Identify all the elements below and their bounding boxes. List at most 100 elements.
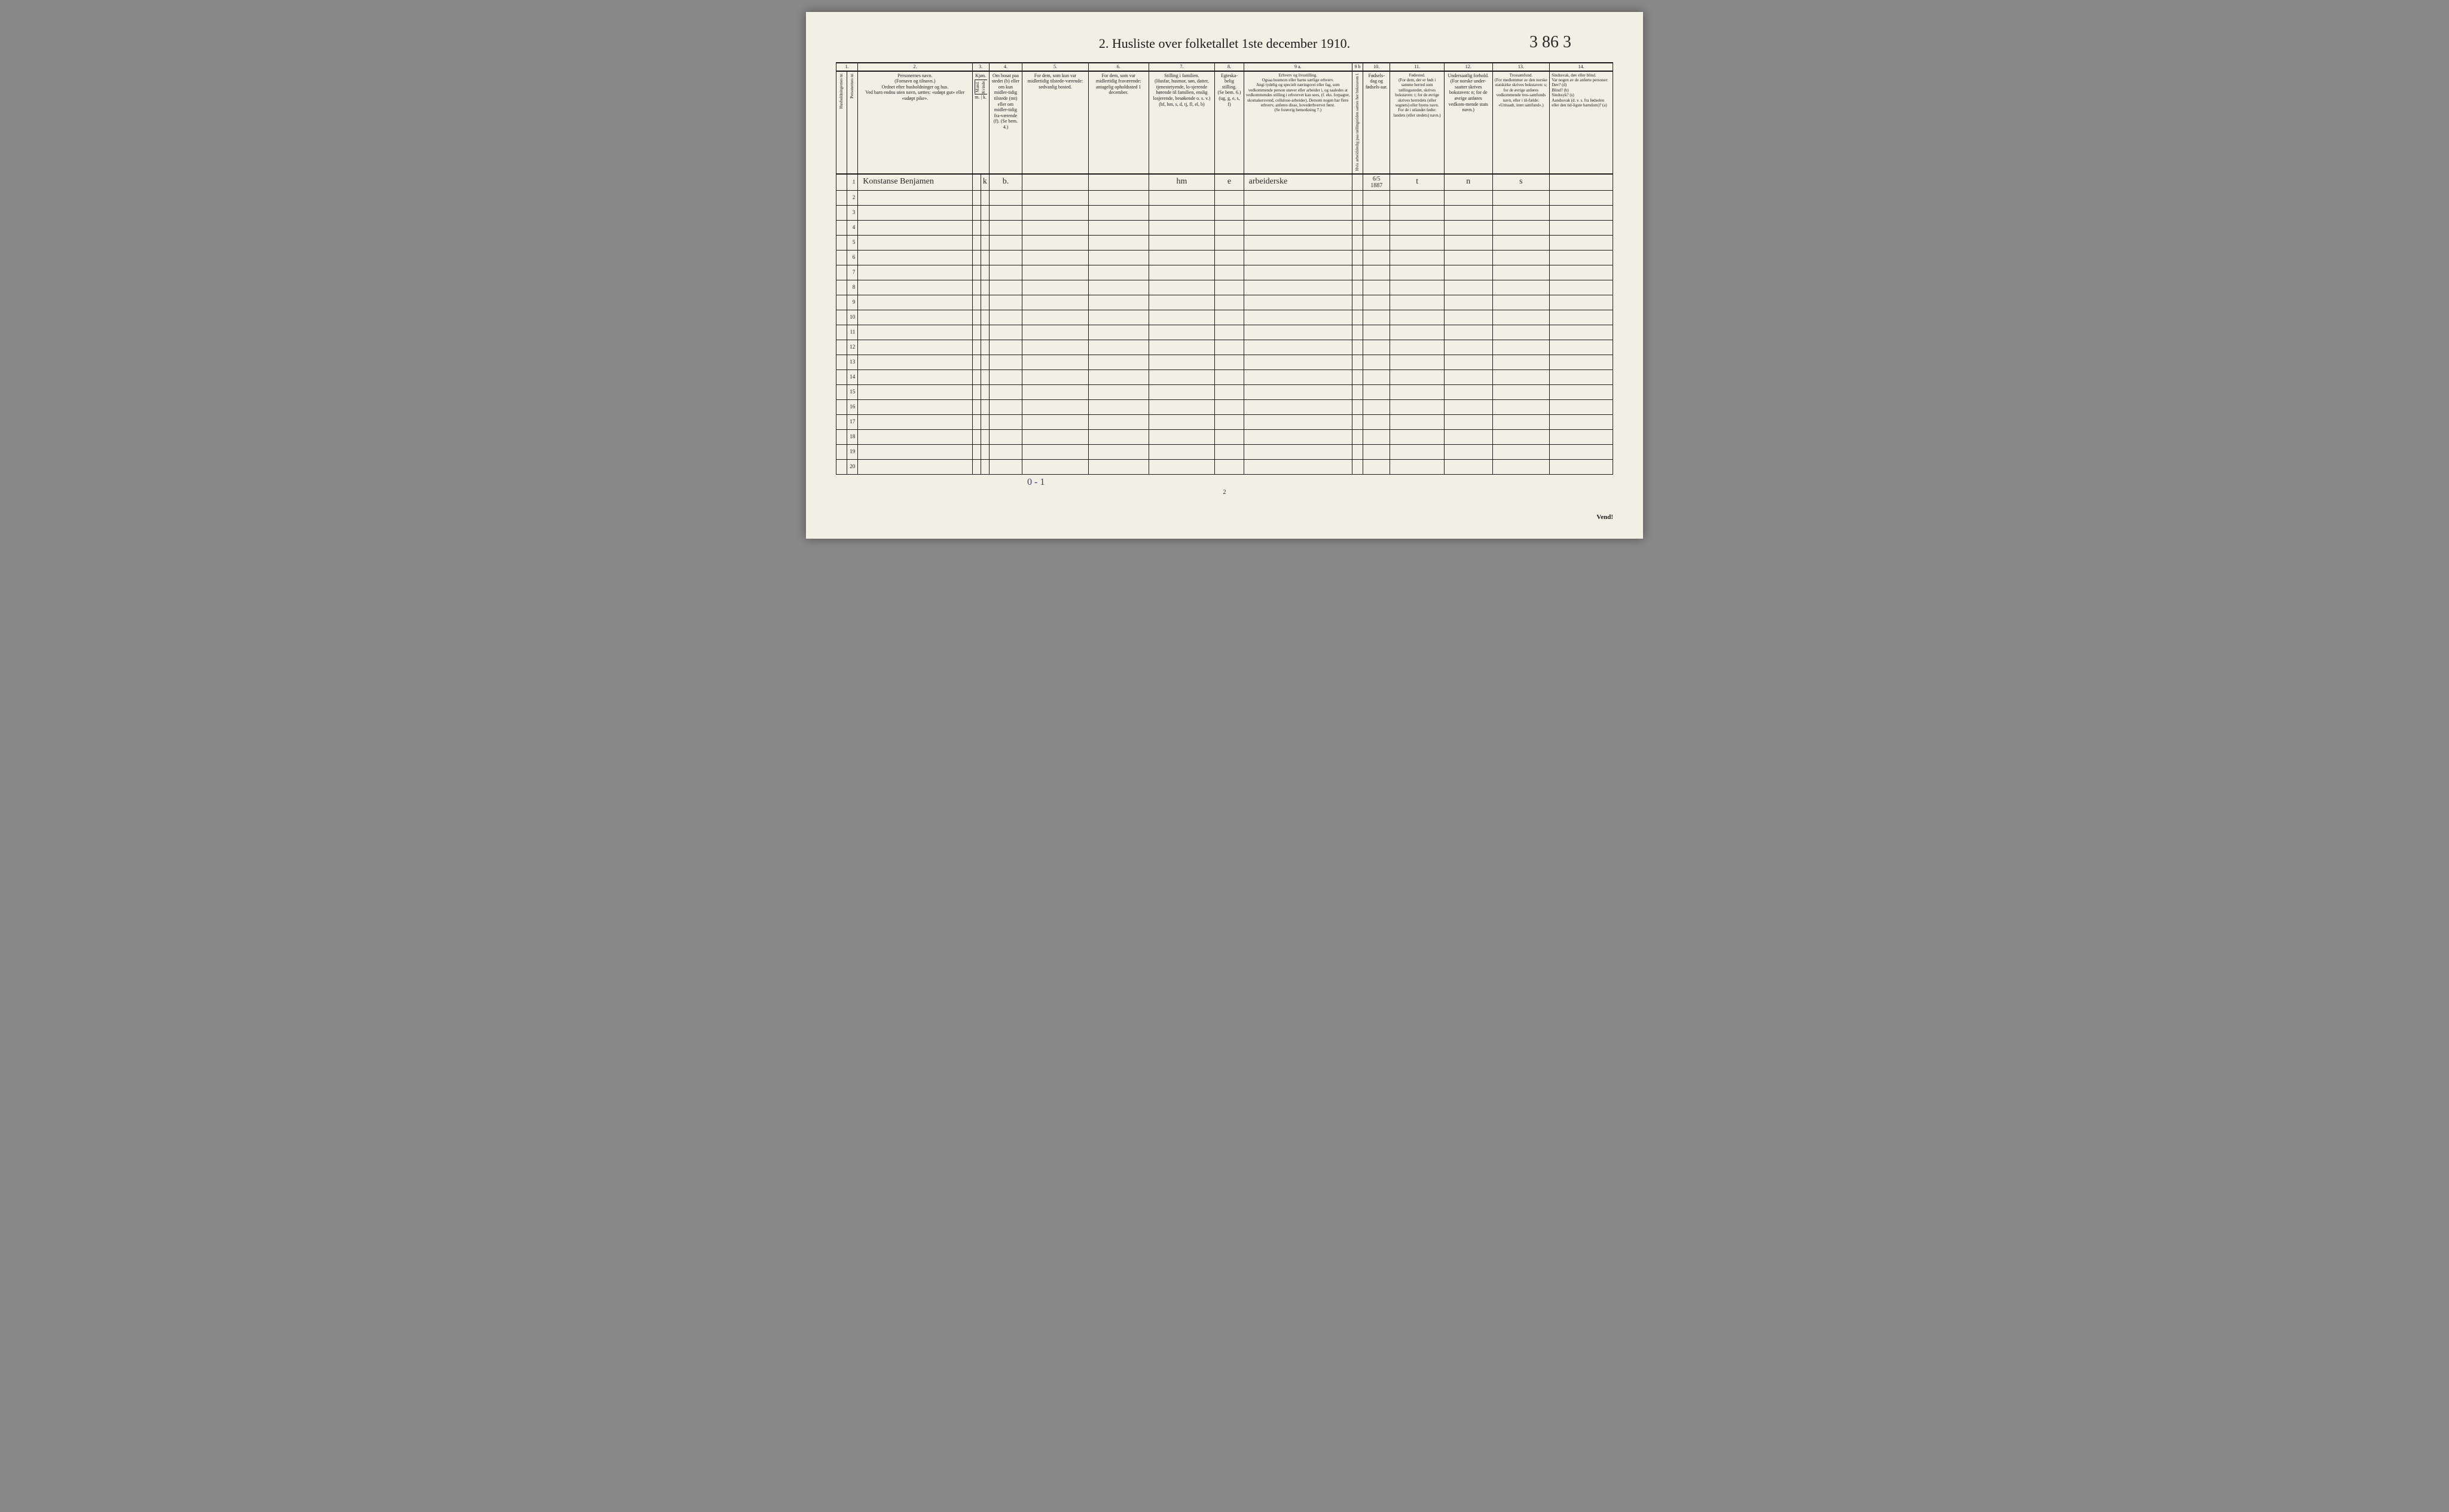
cell <box>1022 369 1089 384</box>
cell <box>1022 325 1089 340</box>
cell <box>1363 355 1390 369</box>
cell <box>1390 429 1445 444</box>
cell <box>1022 174 1089 191</box>
cell <box>1444 280 1492 295</box>
cell <box>972 190 981 205</box>
cell <box>1215 250 1244 265</box>
cell <box>1363 340 1390 355</box>
header-fodested: Fødested. (For dem, der er født i samme … <box>1390 71 1445 174</box>
cell <box>836 310 847 325</box>
cell <box>1363 250 1390 265</box>
cell <box>972 250 981 265</box>
cell: 18 <box>847 429 858 444</box>
cell <box>1550 310 1613 325</box>
cell <box>981 459 989 474</box>
cell <box>1149 355 1215 369</box>
cell <box>1390 384 1445 399</box>
cell <box>1352 190 1363 205</box>
table-row: 20 <box>836 459 1613 474</box>
cell <box>858 369 972 384</box>
cell <box>1149 280 1215 295</box>
cell <box>1390 265 1445 280</box>
cell <box>1444 384 1492 399</box>
cell <box>1363 384 1390 399</box>
cell <box>989 325 1022 340</box>
cell <box>836 280 847 295</box>
cell <box>1022 310 1089 325</box>
header-navn: Personernes navn. (Fornavn og tilnavn.) … <box>858 71 972 174</box>
header-trossamfund: Trossamfund. (For medlemmer av den norsk… <box>1492 71 1550 174</box>
cell <box>1215 295 1244 310</box>
cell <box>981 355 989 369</box>
cell: 5 <box>847 235 858 250</box>
cell <box>858 205 972 220</box>
cell <box>1550 444 1613 459</box>
cell <box>972 429 981 444</box>
cell <box>858 190 972 205</box>
cell <box>1363 429 1390 444</box>
cell <box>981 340 989 355</box>
cell <box>1215 310 1244 325</box>
header-fodselsdag: Fødsels-dag og fødsels-aar. <box>1363 71 1390 174</box>
cell <box>1363 310 1390 325</box>
cell <box>1550 459 1613 474</box>
cell <box>989 384 1022 399</box>
header-row: Husholdningernes nr. Personernes nr. Per… <box>836 71 1613 174</box>
cell <box>1352 355 1363 369</box>
cell <box>1149 205 1215 220</box>
cell <box>1244 310 1352 325</box>
cell <box>1215 429 1244 444</box>
table-row: 12 <box>836 340 1613 355</box>
cell <box>1390 205 1445 220</box>
cell <box>836 190 847 205</box>
cell <box>1352 444 1363 459</box>
cell <box>836 250 847 265</box>
cell <box>1550 384 1613 399</box>
cell <box>1352 325 1363 340</box>
colnum-3: 3. <box>972 63 989 71</box>
cell <box>1550 190 1613 205</box>
cell <box>1352 384 1363 399</box>
cell: k <box>981 174 989 191</box>
cell <box>1149 384 1215 399</box>
cell <box>1390 235 1445 250</box>
cell <box>1444 190 1492 205</box>
cell <box>1390 340 1445 355</box>
cell <box>972 174 981 191</box>
table-row: 2 <box>836 190 1613 205</box>
handwritten-page-ref: 3 86 3 <box>1529 33 1571 52</box>
cell <box>1244 369 1352 384</box>
cell <box>1022 429 1089 444</box>
cell <box>1244 190 1352 205</box>
cell <box>1444 325 1492 340</box>
cell <box>1149 325 1215 340</box>
cell <box>1550 295 1613 310</box>
cell <box>1215 414 1244 429</box>
cell <box>972 355 981 369</box>
cell <box>989 220 1022 235</box>
cell <box>1088 429 1149 444</box>
cell <box>981 429 989 444</box>
cell <box>1149 459 1215 474</box>
table-row: 10 <box>836 310 1613 325</box>
cell <box>1363 414 1390 429</box>
cell <box>1088 205 1149 220</box>
cell <box>1550 265 1613 280</box>
cell: 7 <box>847 265 858 280</box>
cell <box>1444 340 1492 355</box>
cell <box>1244 399 1352 414</box>
cell <box>1550 220 1613 235</box>
cell <box>1088 280 1149 295</box>
cell <box>972 295 981 310</box>
cell <box>1244 355 1352 369</box>
cell <box>1492 310 1550 325</box>
cell <box>1363 325 1390 340</box>
cell <box>1088 235 1149 250</box>
cell <box>1492 414 1550 429</box>
cell <box>989 429 1022 444</box>
cell <box>1244 414 1352 429</box>
cell <box>1390 325 1445 340</box>
cell <box>836 235 847 250</box>
cell <box>1244 250 1352 265</box>
cell <box>1444 429 1492 444</box>
